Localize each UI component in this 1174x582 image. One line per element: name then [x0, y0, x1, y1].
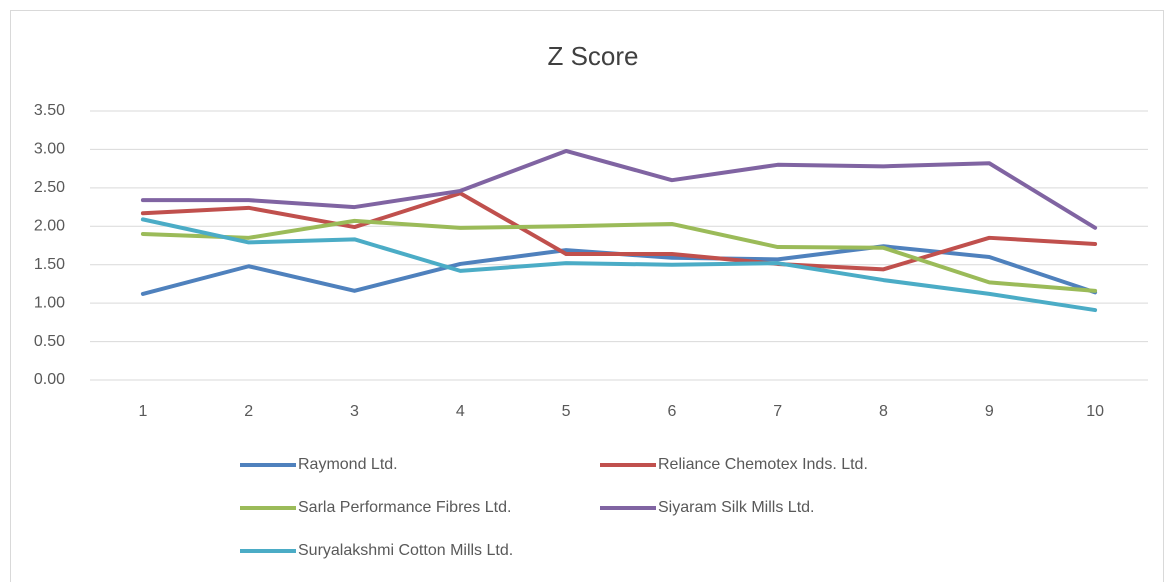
y-tick-label: 2.00: [34, 218, 65, 235]
x-tick-label: 1: [138, 403, 147, 420]
y-tick-label: 3.50: [34, 102, 65, 119]
chart-title: Z Score: [547, 41, 638, 71]
x-tick-label: 7: [773, 403, 782, 420]
x-tick-label: 2: [244, 403, 253, 420]
legend-label: Reliance Chemotex Inds. Ltd.: [658, 456, 868, 473]
x-tick-label: 3: [350, 403, 359, 420]
chart-frame: [10, 10, 1164, 582]
y-tick-label: 0.00: [34, 371, 65, 388]
legend-label: Siyaram Silk Mills Ltd.: [658, 499, 814, 516]
legend-label: Suryalakshmi Cotton Mills Ltd.: [298, 542, 513, 559]
x-tick-label: 9: [985, 403, 994, 420]
legend-label: Raymond Ltd.: [298, 456, 398, 473]
x-tick-label: 5: [562, 403, 571, 420]
y-tick-label: 1.00: [34, 294, 65, 311]
x-tick-label: 6: [667, 403, 676, 420]
series-line: [140, 191, 1098, 272]
x-tick-label: 10: [1086, 403, 1104, 420]
x-tick-label: 4: [456, 403, 465, 420]
x-tick-label: 8: [879, 403, 888, 420]
legend-label: Sarla Performance Fibres Ltd.: [298, 499, 511, 516]
y-tick-label: 1.50: [34, 256, 65, 273]
y-tick-label: 3.00: [34, 141, 65, 158]
y-tick-label: 2.50: [34, 179, 65, 196]
y-tick-label: 0.50: [34, 333, 65, 350]
series-line: [140, 218, 1098, 293]
series-line: [140, 217, 1098, 313]
series-line: [140, 148, 1098, 230]
